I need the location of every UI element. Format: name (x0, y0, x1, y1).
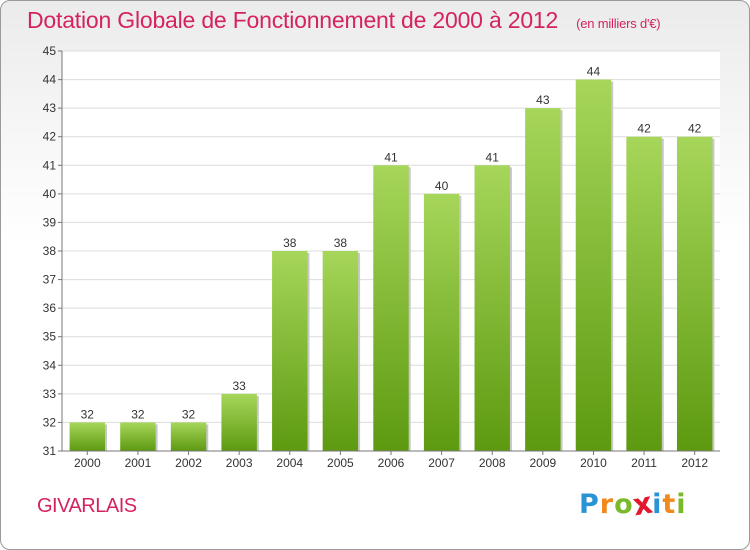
x-tick-label: 2006 (378, 456, 405, 470)
logo-letter: o (614, 489, 634, 520)
bar (373, 165, 409, 452)
y-tick-label: 42 (43, 130, 57, 144)
logo-letter: i (652, 489, 663, 520)
bar-value-label: 42 (688, 122, 702, 136)
x-tick-label: 2007 (428, 456, 455, 470)
x-tick-label: 2010 (580, 456, 607, 470)
chart-title: Dotation Globale de Fonctionnement de 20… (27, 7, 661, 34)
commune-name: GIVARLAIS (37, 495, 137, 517)
x-tick-label: 2009 (529, 456, 556, 470)
proxiti-logo: Proxiti (579, 486, 687, 523)
bar-value-label: 42 (637, 122, 651, 136)
bar (626, 136, 662, 451)
bar-value-label: 44 (587, 65, 601, 79)
bar-value-label: 38 (283, 236, 297, 250)
bar-value-label: 41 (384, 150, 398, 164)
y-tick-label: 36 (43, 301, 57, 315)
x-tick-label: 2001 (125, 456, 152, 470)
y-tick-label: 34 (43, 358, 57, 372)
logo-letter: r (599, 489, 615, 520)
bar-value-label: 32 (182, 407, 196, 421)
bar-value-label: 32 (131, 407, 145, 421)
bar (170, 422, 207, 451)
bar (221, 393, 257, 451)
bar (525, 108, 561, 452)
logo-letter: P (579, 489, 600, 520)
y-tick-label: 39 (43, 215, 57, 229)
bar-value-label: 40 (435, 179, 449, 193)
x-tick-label: 2005 (327, 456, 354, 470)
y-tick-label: 41 (43, 158, 57, 172)
x-tick-label: 2011 (631, 456, 657, 470)
bar-value-label: 33 (232, 379, 246, 393)
y-tick-label: 44 (43, 73, 57, 87)
y-tick-label: 38 (43, 244, 57, 258)
bar (120, 422, 156, 451)
chart-unit-note: (en milliers d'€) (576, 16, 661, 31)
y-tick-label: 37 (43, 273, 57, 287)
logo-letter: t (662, 489, 677, 520)
logo-letter: i (676, 489, 687, 520)
y-tick-label: 43 (43, 101, 57, 115)
bar (575, 79, 612, 452)
y-tick-label: 45 (43, 44, 57, 58)
x-tick-label: 2008 (479, 456, 506, 470)
bar (69, 422, 106, 451)
x-tick-label: 2003 (226, 456, 253, 470)
bar-value-label: 41 (486, 150, 500, 164)
y-tick-label: 31 (43, 444, 57, 458)
y-tick-label: 32 (43, 415, 57, 429)
x-tick-label: 2004 (276, 456, 303, 470)
bar (423, 193, 460, 451)
bar (272, 251, 308, 451)
bar (322, 251, 359, 451)
bar (676, 136, 713, 451)
bar-value-label: 32 (81, 407, 95, 421)
bar-value-label: 43 (536, 93, 550, 107)
x-tick-label: 2012 (681, 456, 708, 470)
bar-value-label: 38 (334, 236, 348, 250)
y-tick-label: 35 (43, 330, 57, 344)
chart-title-text: Dotation Globale de Fonctionnement de 20… (27, 7, 559, 33)
y-tick-label: 33 (43, 387, 57, 401)
y-tick-label: 40 (43, 187, 57, 201)
x-tick-label: 2000 (74, 456, 101, 470)
x-tick-label: 2002 (175, 456, 202, 470)
bar (474, 165, 510, 452)
